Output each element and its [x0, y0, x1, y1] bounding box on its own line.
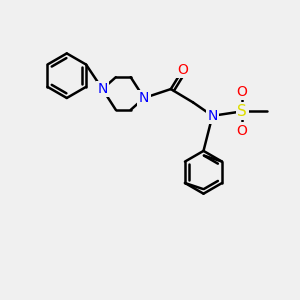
- Text: N: N: [97, 82, 108, 96]
- Text: O: O: [237, 85, 248, 99]
- Text: O: O: [237, 124, 248, 138]
- Text: O: O: [177, 63, 188, 77]
- Text: N: N: [207, 109, 218, 123]
- Text: N: N: [139, 91, 149, 105]
- Text: S: S: [237, 104, 247, 119]
